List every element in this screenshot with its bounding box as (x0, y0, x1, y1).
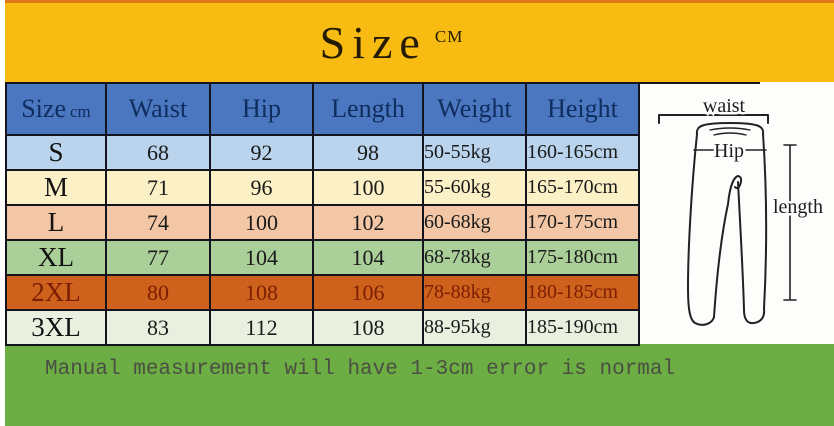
cell-size: 2XL (5, 274, 107, 311)
title-banner: Size CM (5, 0, 834, 82)
pants-outline-icon: waist Hip length (658, 93, 826, 326)
waist-label: waist (703, 95, 746, 117)
main-area: Size cm Waist Hip Length Weight Height S … (5, 82, 834, 346)
cell-hip: 104 (209, 239, 314, 276)
table-row: 2XL 80 108 106 78-88kg 180-185cm (5, 274, 640, 311)
cell-weight: 55-60kg (422, 169, 527, 206)
size-table: Size cm Waist Hip Length Weight Height S … (5, 82, 640, 346)
hip-label: Hip (714, 140, 744, 162)
pants-measurement-diagram: waist Hip length (640, 82, 834, 344)
cell-waist: 68 (105, 134, 211, 171)
header-waist: Waist (105, 82, 211, 136)
cell-height: 160-165cm (525, 134, 640, 171)
title-unit: CM (434, 27, 464, 46)
cell-waist: 74 (105, 204, 211, 241)
table-row: S 68 92 98 50-55kg 160-165cm (5, 134, 640, 171)
cell-length: 102 (312, 204, 424, 241)
cell-size: S (5, 134, 107, 171)
cell-hip: 108 (209, 274, 314, 311)
cell-length: 106 (312, 274, 424, 311)
cell-height: 180-185cm (525, 274, 640, 311)
cell-weight: 50-55kg (422, 134, 527, 171)
cell-waist: 80 (105, 274, 211, 311)
cell-length: 100 (312, 169, 424, 206)
cell-weight: 78-88kg (422, 274, 527, 311)
cell-length: 108 (312, 309, 424, 346)
cell-hip: 100 (209, 204, 314, 241)
table-row: L 74 100 102 60-68kg 170-175cm (5, 204, 640, 241)
cell-size: M (5, 169, 107, 206)
table-row: M 71 96 100 55-60kg 165-170cm (5, 169, 640, 206)
cell-size: L (5, 204, 107, 241)
cell-weight: 88-95kg (422, 309, 527, 346)
title-text: Size (319, 17, 427, 68)
cell-hip: 112 (209, 309, 314, 346)
footer-note-band: Manual measurement will have 1-3cm error… (5, 344, 834, 426)
header-size-unit: cm (69, 102, 91, 121)
table-row: XL 77 104 104 68-78kg 175-180cm (5, 239, 640, 276)
header-length: Length (312, 82, 424, 136)
header-size: Size cm (5, 82, 107, 136)
header-hip: Hip (209, 82, 314, 136)
cell-height: 175-180cm (525, 239, 640, 276)
header-height: Height (525, 82, 640, 136)
cell-size: 3XL (5, 309, 107, 346)
cell-size: XL (5, 239, 107, 276)
cell-waist: 77 (105, 239, 211, 276)
cell-weight: 68-78kg (422, 239, 527, 276)
cell-height: 170-175cm (525, 204, 640, 241)
page-title: Size CM (320, 16, 464, 69)
cell-waist: 71 (105, 169, 211, 206)
cell-height: 165-170cm (525, 169, 640, 206)
table-row: 3XL 83 112 108 88-95kg 185-190cm (5, 309, 640, 346)
cell-hip: 96 (209, 169, 314, 206)
cell-waist: 83 (105, 309, 211, 346)
length-label: length (773, 196, 823, 218)
cell-length: 104 (312, 239, 424, 276)
cell-hip: 92 (209, 134, 314, 171)
table-header-row: Size cm Waist Hip Length Weight Height (5, 82, 640, 136)
cell-height: 185-190cm (525, 309, 640, 346)
cell-weight: 60-68kg (422, 204, 527, 241)
measurement-note: Manual measurement will have 1-3cm error… (45, 358, 676, 381)
header-weight: Weight (422, 82, 527, 136)
cell-length: 98 (312, 134, 424, 171)
